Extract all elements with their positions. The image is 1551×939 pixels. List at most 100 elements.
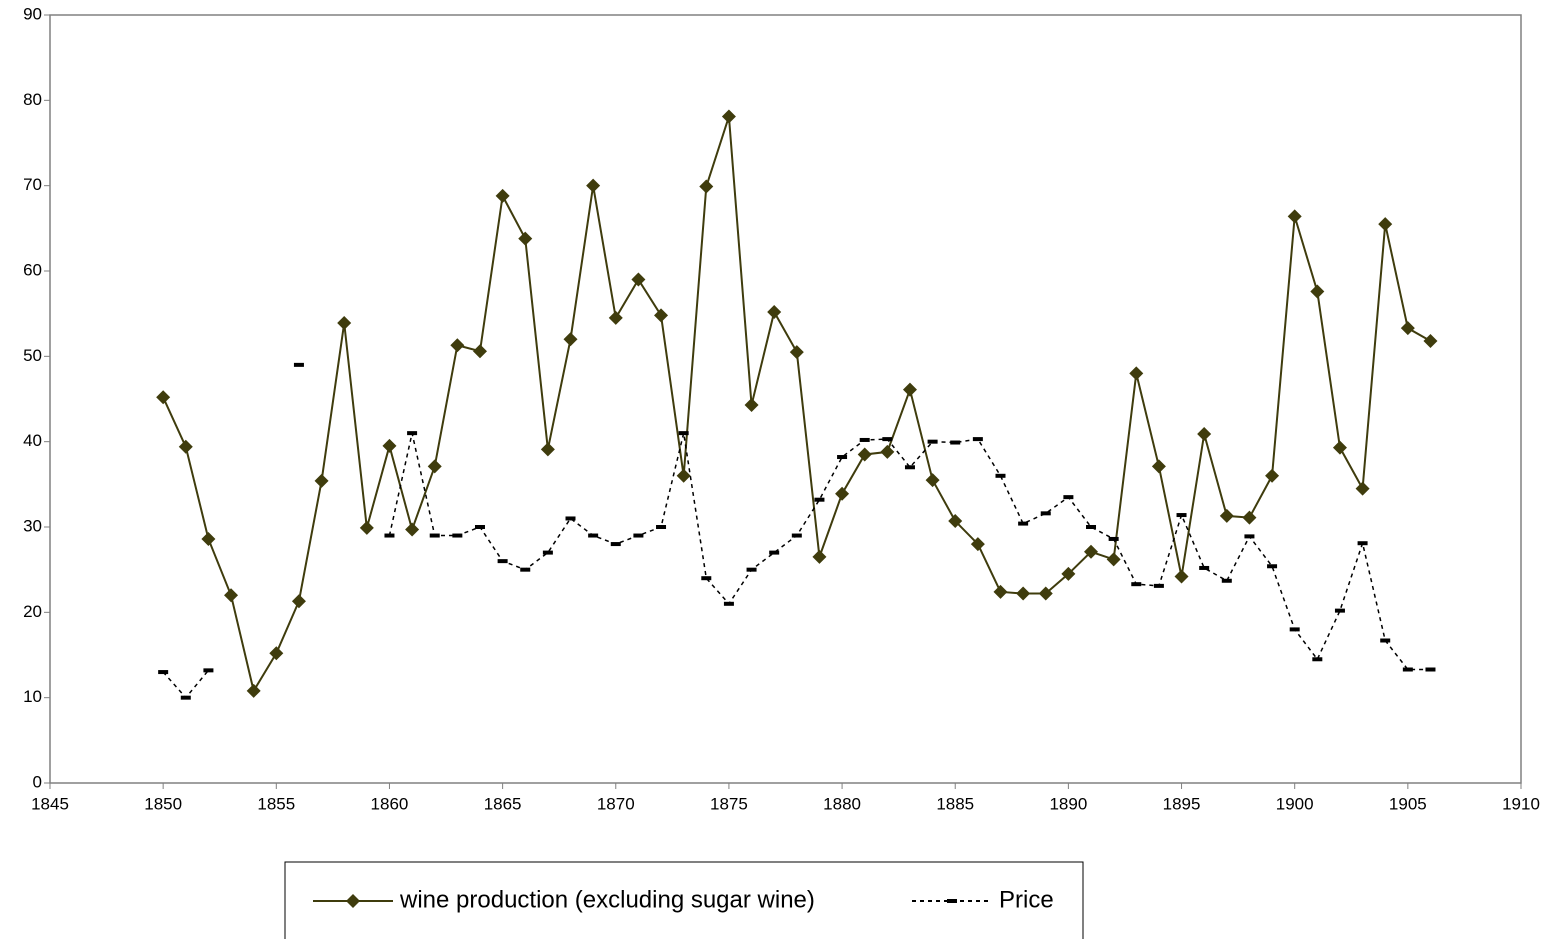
data-point [540, 442, 555, 457]
data-point [701, 576, 712, 581]
data-point [767, 304, 782, 319]
x-tick-label: 1885 [936, 794, 974, 813]
data-point [610, 542, 621, 547]
legend-label: wine production (excluding sugar wine) [399, 886, 815, 913]
data-point [654, 308, 669, 323]
data-point [203, 668, 214, 673]
data-point [1084, 544, 1099, 559]
data-point [1289, 627, 1300, 632]
data-point [948, 514, 963, 529]
data-point [474, 525, 485, 529]
data-point [1425, 667, 1436, 672]
data-point [902, 382, 917, 397]
data-point [608, 310, 623, 325]
y-tick-label: 30 [23, 516, 42, 535]
y-tick-label: 20 [23, 602, 42, 621]
data-point [1380, 638, 1391, 643]
data-point [676, 468, 691, 483]
data-point [880, 444, 895, 459]
data-point [180, 695, 191, 700]
data-point [1357, 541, 1368, 546]
data-point [1106, 552, 1121, 567]
data-point [427, 459, 442, 474]
data-point [1199, 565, 1210, 570]
x-tick-label: 1865 [484, 794, 522, 813]
data-point [744, 397, 759, 412]
series-line [162, 432, 1431, 699]
data-point [158, 670, 169, 675]
data-point [857, 447, 872, 462]
plot-area [49, 14, 1522, 784]
data-point [1038, 586, 1053, 601]
data-point [972, 437, 983, 442]
data-point [1334, 608, 1345, 613]
data-point [835, 486, 850, 501]
y-tick-label: 70 [23, 175, 42, 194]
data-point [1040, 511, 1051, 516]
data-point [1219, 508, 1234, 523]
data-point [1244, 534, 1255, 539]
data-point [1378, 217, 1393, 232]
data-point [359, 520, 374, 535]
data-point [1312, 657, 1323, 662]
data-point [224, 588, 239, 603]
data-point [950, 440, 961, 445]
data-point [293, 362, 304, 367]
data-point [678, 431, 689, 436]
data-point [970, 537, 985, 552]
legend-swatch-marker [346, 894, 360, 908]
x-tick-label: 1845 [31, 794, 69, 813]
data-point [631, 272, 646, 287]
data-point [1221, 578, 1232, 583]
data-point [699, 179, 714, 194]
data-point [1131, 582, 1142, 587]
x-tick-label: 1875 [710, 794, 748, 813]
x-tick-label: 1895 [1163, 794, 1201, 813]
data-point [382, 438, 397, 453]
data-point [1176, 513, 1187, 518]
data-point [1129, 366, 1144, 381]
data-point [407, 431, 418, 436]
data-point [791, 533, 802, 538]
legend-swatch-marker [947, 899, 957, 903]
data-point [497, 559, 508, 564]
data-point [812, 549, 827, 564]
x-tick-label: 1900 [1276, 794, 1314, 813]
y-tick-label: 40 [23, 431, 42, 450]
data-point [201, 531, 216, 546]
data-point [769, 550, 780, 555]
legend-label: Price [999, 886, 1054, 913]
data-point [1086, 525, 1097, 529]
data-point [927, 439, 938, 444]
x-tick-label: 1870 [597, 794, 635, 813]
y-tick-label: 60 [23, 260, 42, 279]
data-point [993, 584, 1008, 599]
data-point [1018, 521, 1029, 526]
data-point [520, 567, 531, 572]
data-point [565, 516, 576, 521]
y-tick-label: 80 [23, 90, 42, 109]
data-point [1153, 583, 1164, 588]
data-point [837, 455, 848, 460]
data-point [1197, 426, 1212, 441]
x-tick-label: 1890 [1049, 794, 1087, 813]
data-point [1355, 481, 1370, 496]
data-point [1174, 569, 1189, 584]
data-point [495, 188, 510, 203]
data-point [472, 344, 487, 359]
data-point [450, 338, 465, 353]
data-point [1063, 495, 1074, 500]
data-point [1310, 284, 1325, 299]
data-point [656, 525, 667, 529]
data-point [1016, 586, 1031, 601]
y-tick-label: 90 [23, 4, 42, 23]
data-point [1423, 333, 1438, 348]
data-point [859, 437, 870, 442]
data-point [1061, 566, 1076, 581]
data-point [586, 178, 601, 193]
x-tick-label: 1855 [257, 794, 295, 813]
data-point [542, 550, 553, 555]
y-tick-label: 10 [23, 687, 42, 706]
y-tick-label: 50 [23, 346, 42, 365]
